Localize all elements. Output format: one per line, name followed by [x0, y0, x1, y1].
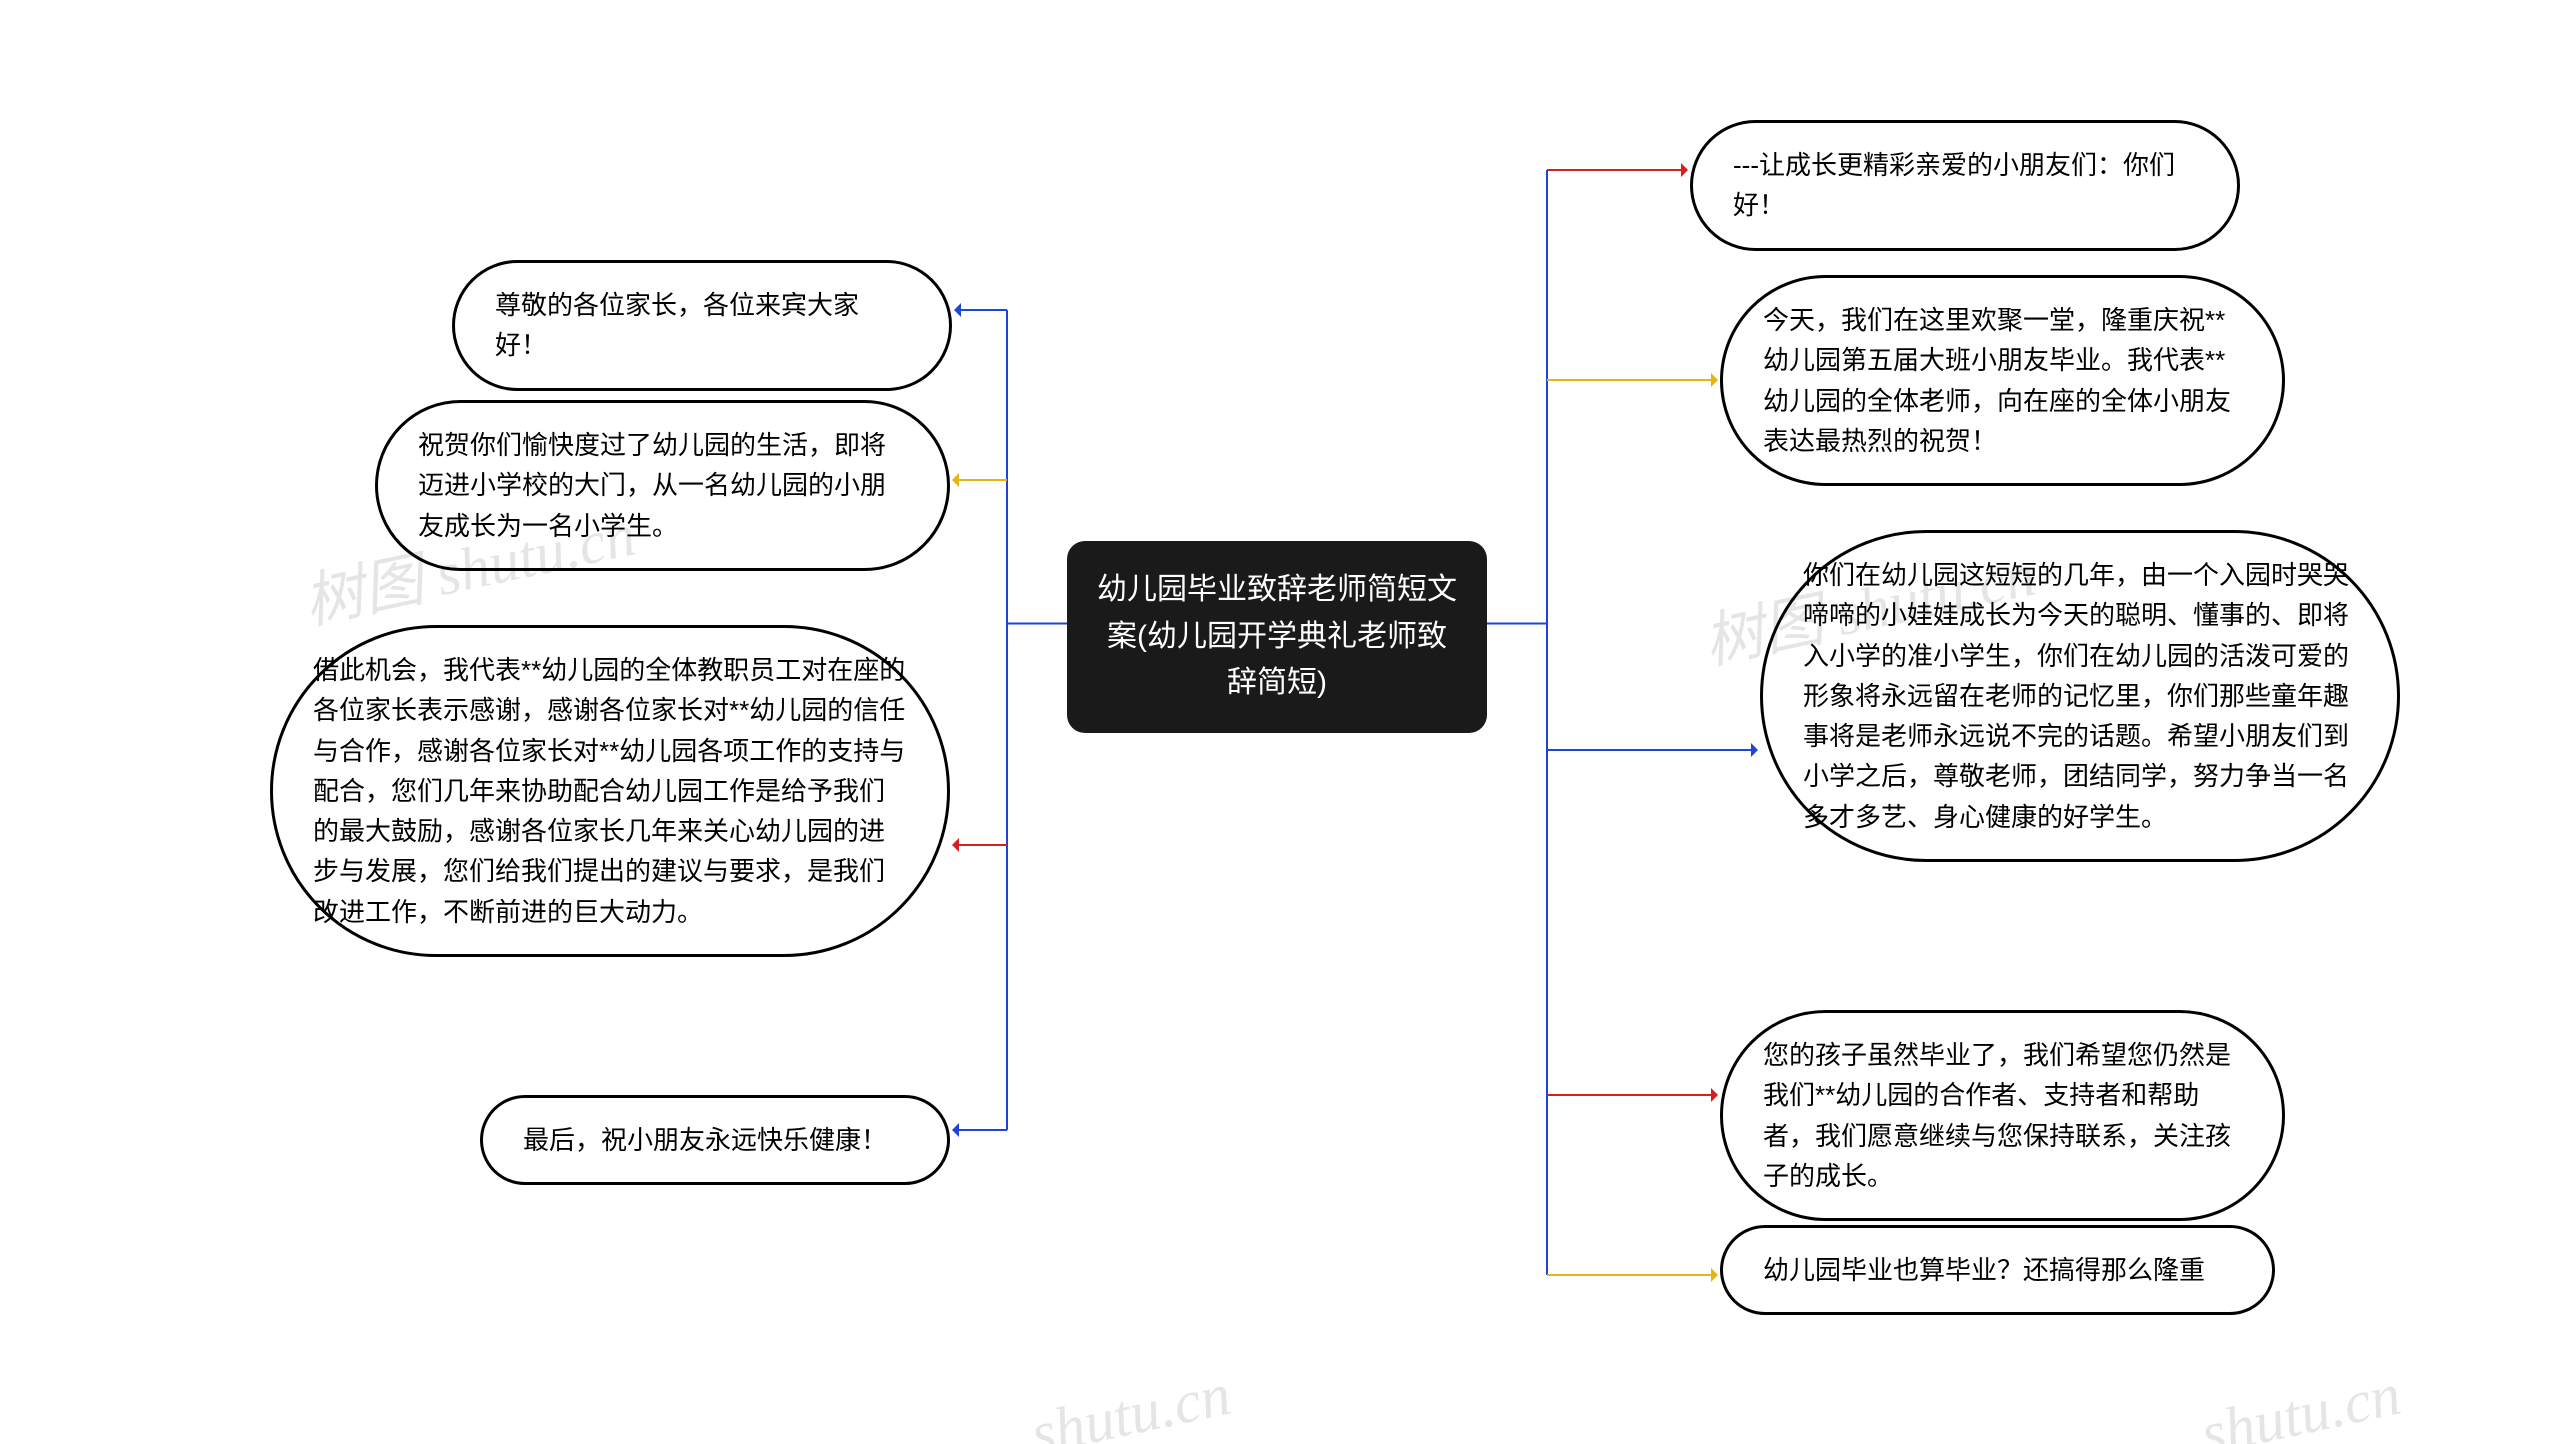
mindmap-node: 您的孩子虽然毕业了，我们希望您仍然是我们**幼儿园的合作者、支持者和帮助者，我们…: [1720, 1010, 2285, 1221]
watermark: shutu.cn: [1025, 1360, 1237, 1444]
mindmap-node: 祝贺你们愉快度过了幼儿园的生活，即将迈进小学校的大门，从一名幼儿园的小朋友成长为…: [375, 400, 950, 571]
mindmap-node: 借此机会，我代表**幼儿园的全体教职员工对在座的各位家长表示感谢，感谢各位家长对…: [270, 625, 950, 957]
mindmap-node: 尊敬的各位家长，各位来宾大家好！: [452, 260, 952, 391]
watermark: shutu.cn: [2195, 1360, 2407, 1444]
mindmap-node: 最后，祝小朋友永远快乐健康！: [480, 1095, 950, 1185]
mindmap-node: 幼儿园毕业也算毕业？还搞得那么隆重: [1720, 1225, 2275, 1315]
mindmap-node: ---让成长更精彩亲爱的小朋友们：你们好！: [1690, 120, 2240, 251]
mindmap-node: 今天，我们在这里欢聚一堂，隆重庆祝**幼儿园第五届大班小朋友毕业。我代表**幼儿…: [1720, 275, 2285, 486]
mindmap-node: 你们在幼儿园这短短的几年，由一个入园时哭哭啼啼的小娃娃成长为今天的聪明、懂事的、…: [1760, 530, 2400, 862]
center-node: 幼儿园毕业致辞老师简短文案(幼儿园开学典礼老师致辞简短): [1067, 541, 1487, 733]
